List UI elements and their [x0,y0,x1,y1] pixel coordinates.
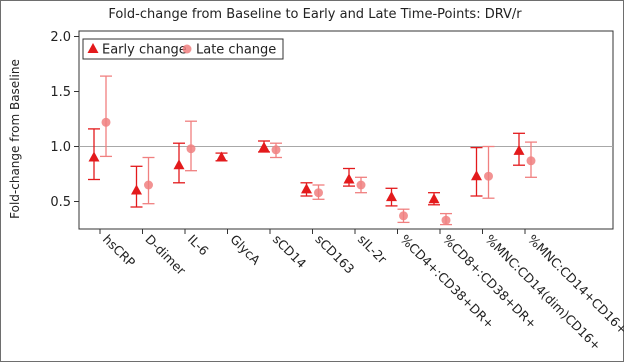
late-change-point [484,171,493,181]
y-tick-label: 2.0 [50,30,71,45]
x-category-label: sCD14 [270,232,309,271]
chart-title: Fold-change from Baseline to Early and L… [108,7,522,22]
y-tick-label: 0.5 [50,195,71,210]
x-category-label: sCD163 [312,232,357,277]
early-change-point [216,151,227,162]
late-change-point [314,188,323,198]
legend-entry-label: Early change [102,43,187,58]
early-change-point [301,183,312,194]
y-axis-label: Fold-change from Baseline [8,59,22,219]
late-change-point [356,180,366,190]
early-change-point [513,144,525,155]
late-change-point [101,117,111,127]
early-change-point [258,141,270,152]
early-change-point [88,151,100,162]
x-category-label: GlycA [227,232,263,268]
late-change-point [441,215,451,225]
x-category-label: D-dimer [142,232,189,279]
late-change-point [526,156,536,166]
early-change-point [471,170,482,181]
early-change-point [343,173,355,184]
late-change-point [399,211,408,221]
legend-entry-label: Late change [196,43,276,58]
early-change-point [386,191,397,202]
y-tick-label: 1.0 [50,140,71,155]
early-change-point [131,184,142,195]
legend: Early change Late change [82,38,284,60]
x-category-label: hsCRP [100,232,139,271]
early-change-point [428,193,440,204]
late-change-point [144,180,153,190]
x-category-label: IL-6 [185,232,212,259]
legend-marker-late [182,44,192,54]
late-change-point [271,145,281,155]
x-category-label: sIL-2r [355,232,391,268]
late-change-point [186,144,196,154]
plot-area [78,30,614,230]
early-change-point [173,159,185,170]
y-tick-label: 1.5 [50,85,71,100]
legend-marker-early [87,43,99,53]
